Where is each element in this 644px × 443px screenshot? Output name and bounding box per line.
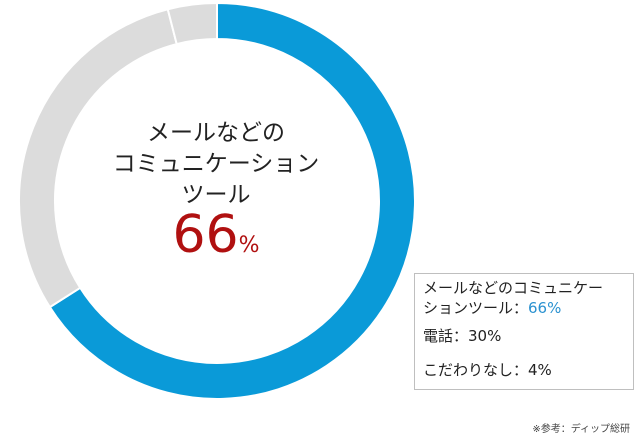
center-value: 66% [96, 205, 336, 277]
legend-value-email: 66% [528, 299, 562, 317]
center-value-number: 66 [172, 205, 239, 265]
center-label: メールなどの コミュニケーション ツール [96, 118, 336, 211]
legend-label-email-2: ションツール： [423, 299, 529, 317]
donut-slice-0 [48, 1, 416, 400]
legend-value-no-preference: 4% [528, 361, 552, 379]
legend-label-phone: 電話： [423, 327, 469, 345]
donut-slice-2 [166, 1, 218, 46]
legend-item-email: メールなどのコミュニケー ションツール：66% [423, 278, 625, 318]
source-note: ※参考：ディップ総研 [532, 424, 630, 435]
center-label-line-1: メールなどの [147, 120, 285, 146]
legend-label-email: メールなどのコミュニケー [423, 279, 604, 297]
center-label-line-2: コミュニケーション [112, 151, 320, 177]
center-value-unit: % [238, 233, 260, 258]
legend: メールなどのコミュニケー ションツール：66% 電話：30% こだわりなし：4% [414, 273, 634, 390]
legend-item-no-preference: こだわりなし：4% [423, 360, 625, 380]
legend-item-phone: 電話：30% [423, 326, 625, 346]
legend-value-phone: 30% [468, 327, 502, 345]
center-label-line-3: ツール [181, 182, 251, 208]
legend-label-no-preference: こだわりなし： [423, 361, 529, 379]
